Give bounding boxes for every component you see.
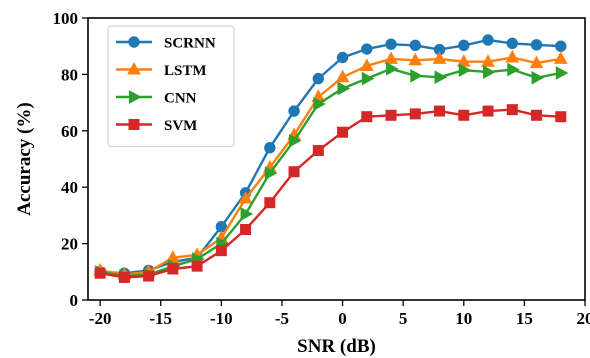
y-tick-label: 100 (53, 9, 79, 28)
data-point-cnn (289, 133, 302, 148)
data-point-svm (458, 109, 470, 121)
data-point-svm (555, 111, 567, 123)
legend-label-svm: SVM (164, 118, 197, 134)
legend-label-lstm: LSTM (164, 63, 207, 79)
data-point-lstm (384, 51, 398, 64)
y-tick-label: 60 (61, 122, 78, 141)
data-point-lstm (359, 58, 374, 71)
data-point-lstm (481, 54, 495, 67)
legend-marker-cnn (129, 90, 142, 104)
x-tick-label: 20 (577, 309, 590, 328)
x-tick-label: 5 (399, 309, 408, 328)
legend-entry-scrnn: SCRNN (116, 36, 216, 52)
data-point-svm (264, 197, 276, 209)
axes-frame (87, 17, 586, 301)
data-point-scrnn (288, 105, 300, 117)
x-axis-label: SNR (dB) (297, 336, 376, 357)
data-point-lstm (408, 52, 423, 66)
data-point-svm (482, 105, 494, 117)
data-point-cnn (458, 63, 472, 78)
legend-entry-lstm: LSTM (116, 61, 207, 79)
y-axis-label: Accuracy (%) (14, 102, 35, 215)
data-point-cnn (531, 70, 545, 85)
data-point-lstm (505, 49, 520, 63)
series-layer (93, 34, 569, 283)
legend-entry-cnn: CNN (116, 90, 197, 107)
legend-label-cnn: CNN (164, 91, 197, 107)
data-point-svm (288, 166, 300, 178)
data-point-scrnn (530, 39, 543, 51)
x-tick-label: 0 (338, 309, 347, 328)
data-point-lstm (553, 51, 568, 64)
data-point-scrnn (482, 34, 494, 46)
data-point-svm (434, 105, 446, 117)
data-point-lstm (432, 51, 447, 64)
data-point-svm (191, 260, 203, 272)
data-point-svm (94, 267, 106, 279)
data-point-cnn (555, 66, 569, 80)
x-tick-label: 15 (516, 309, 533, 328)
data-point-scrnn (506, 37, 518, 50)
data-point-cnn (337, 81, 351, 96)
legend-marker-scrnn (128, 36, 140, 48)
y-tick-label: 80 (61, 65, 78, 84)
data-point-lstm (238, 190, 253, 204)
legend-marker-lstm (127, 61, 141, 75)
data-point-lstm (335, 69, 350, 83)
data-point-svm (361, 111, 373, 123)
legend-label-scrnn: SCRNN (164, 36, 216, 52)
series-cnn (95, 61, 569, 283)
data-point-svm (385, 109, 397, 121)
data-point-cnn (483, 65, 496, 79)
data-point-lstm (529, 55, 544, 69)
data-point-cnn (410, 68, 423, 83)
data-point-cnn (313, 97, 326, 111)
data-point-svm (531, 109, 543, 121)
data-point-cnn (361, 71, 375, 86)
data-point-svm (167, 263, 179, 275)
data-point-cnn (264, 166, 278, 180)
data-point-svm (312, 145, 324, 157)
data-point-svm (215, 245, 227, 257)
data-point-scrnn (264, 142, 276, 154)
legend-entry-svm: SVM (116, 118, 197, 134)
data-point-scrnn (458, 39, 470, 52)
y-tick-label: 0 (70, 291, 79, 310)
data-point-cnn (386, 61, 399, 76)
legend: SCRNN LSTM CNN SVM (107, 25, 235, 147)
legend-box (107, 25, 235, 147)
y-tick-label: 20 (61, 235, 78, 254)
y-tick-label: 40 (61, 178, 78, 197)
x-tick-label: -5 (275, 309, 289, 328)
data-point-scrnn (361, 43, 373, 55)
data-point-scrnn (312, 72, 325, 85)
data-point-svm (506, 104, 518, 116)
x-tick-label: 10 (455, 309, 472, 328)
data-point-scrnn (336, 51, 349, 64)
data-point-scrnn (385, 38, 397, 50)
data-point-svm (337, 126, 349, 138)
data-point-svm (143, 270, 155, 282)
x-tick-label: -15 (149, 309, 172, 328)
data-point-scrnn (555, 40, 567, 52)
data-point-svm (118, 271, 130, 283)
x-tick-label: -10 (210, 309, 233, 328)
data-point-scrnn (409, 39, 421, 52)
data-point-cnn (240, 207, 254, 221)
series-svm (94, 104, 567, 283)
data-point-cnn (507, 62, 520, 77)
data-point-svm (409, 108, 421, 120)
legend-marker-svm (128, 119, 140, 130)
data-point-svm (240, 224, 252, 235)
axes-layer: -20 -15 -10 -5 0 5 10 15 20 0 20 40 60 80 100 (53, 9, 590, 328)
x-tick-label: -20 (89, 309, 112, 328)
data-point-cnn (434, 70, 448, 85)
